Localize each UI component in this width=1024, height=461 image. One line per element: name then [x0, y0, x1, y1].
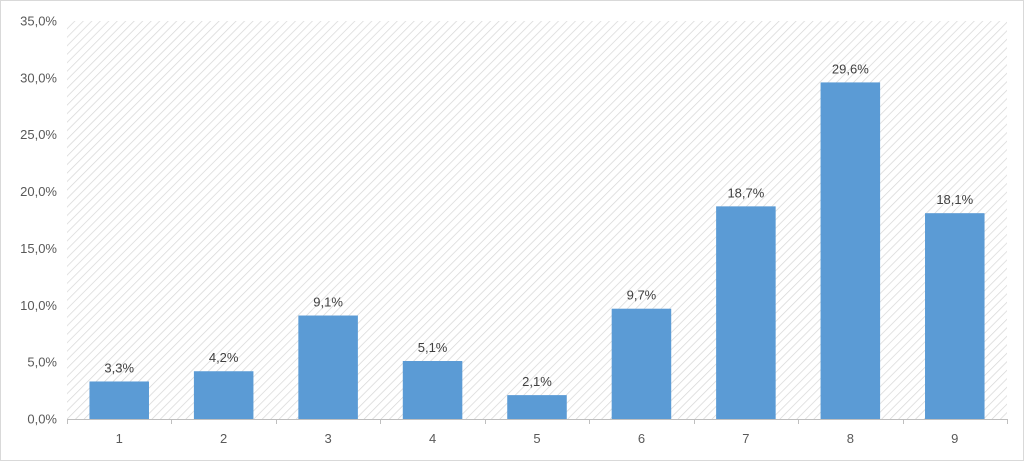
y-tick-label: 35,0%: [20, 14, 57, 29]
x-tick-label: 6: [638, 431, 645, 446]
x-tick-label: 7: [742, 431, 749, 446]
data-label: 29,6%: [832, 61, 869, 76]
x-tick-label: 2: [220, 431, 227, 446]
bar: [298, 315, 358, 419]
data-label: 4,2%: [209, 350, 239, 365]
data-label: 9,1%: [313, 295, 343, 310]
y-tick-label: 15,0%: [20, 241, 57, 256]
bar: [507, 395, 567, 419]
y-tick-label: 10,0%: [20, 298, 57, 313]
data-labels: 3,3% 4,2% 9,1% 5,1% 2,1% 9,7% 18,7% 29,6% 18,1%: [104, 61, 973, 389]
data-label: 9,7%: [627, 288, 657, 303]
data-label: 18,7%: [727, 185, 764, 200]
bar: [611, 308, 672, 419]
x-tick-label: 4: [429, 431, 436, 446]
x-tick-label: 1: [116, 431, 123, 446]
bar: [820, 82, 881, 420]
data-label: 18,1%: [936, 192, 973, 207]
y-tick-label: 25,0%: [20, 127, 57, 142]
x-tick-label: 8: [847, 431, 854, 446]
bar: [89, 381, 149, 419]
bar: [925, 213, 985, 419]
x-tick-label: 5: [533, 431, 540, 446]
data-label: 5,1%: [418, 340, 448, 355]
y-tick-label: 20,0%: [20, 184, 57, 199]
y-tick-label: 0,0%: [27, 412, 57, 427]
bars: [89, 82, 985, 420]
data-label: 2,1%: [522, 374, 552, 389]
x-axis: 1 2 3 4 5 6 7 8 9: [67, 419, 1008, 446]
y-tick-label: 5,0%: [27, 355, 57, 370]
y-axis: 0,0% 5,0% 10,0% 15,0% 20,0% 25,0% 30,0% 35,0%: [20, 14, 57, 427]
bar: [193, 371, 254, 419]
bar: [402, 361, 463, 419]
x-tick-label: 3: [324, 431, 331, 446]
bar: [716, 206, 776, 419]
y-tick-label: 30,0%: [20, 70, 57, 85]
x-tick-label: 9: [951, 431, 958, 446]
data-label: 3,3%: [104, 360, 134, 375]
